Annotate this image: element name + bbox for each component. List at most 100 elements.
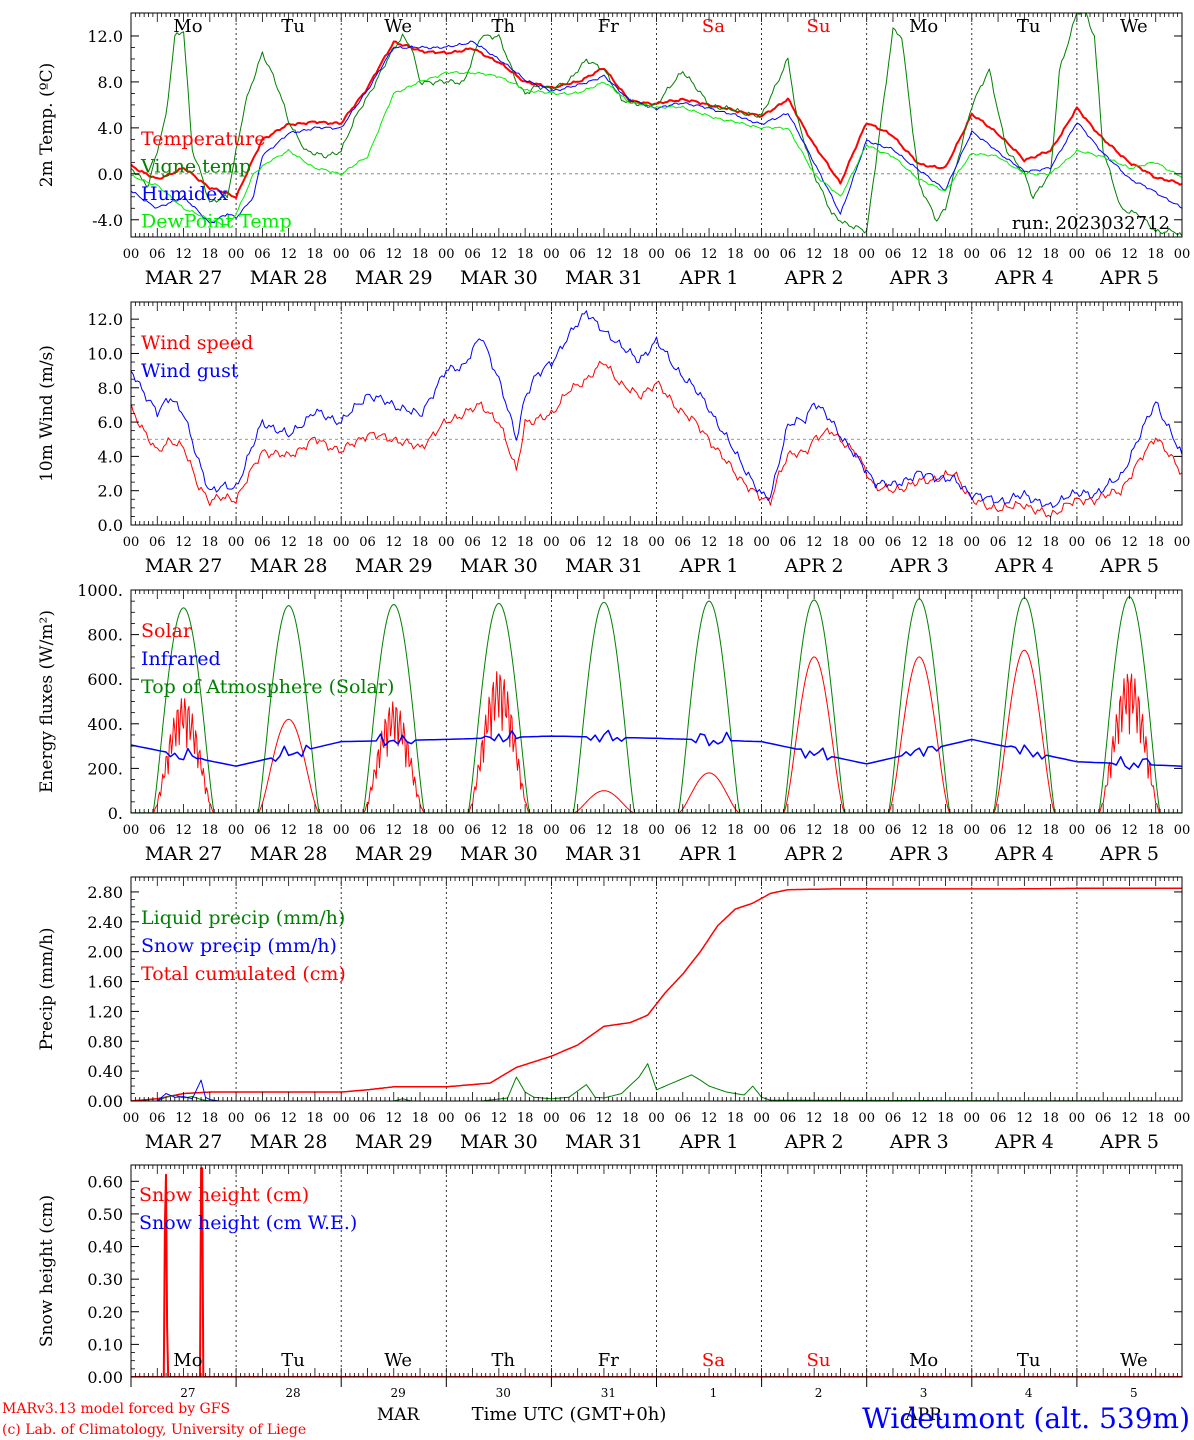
x-day-label: MAR 31 [565,1131,643,1153]
x-hour-label: 18 [832,535,849,550]
legend-entry: Snow height (cm) [139,1184,309,1206]
y-axis-label: Energy fluxes (W/m²) [37,610,57,793]
legend-entry: Snow height (cm W.E.) [139,1212,357,1234]
x-day-label: MAR 27 [145,1131,223,1153]
series-line [131,40,1182,224]
x-hour-label: 00 [858,1111,875,1126]
x-hour-label: 18 [622,823,639,838]
x-day-label: MAR 29 [355,267,433,289]
x-hour-label: 12 [280,535,297,550]
x-hour-label: 06 [254,247,271,262]
x-hour-label: 18 [412,823,429,838]
weekday-label: Tu [1017,1350,1041,1371]
x-hour-label: 12 [175,247,192,262]
y-tick-label: 10.0 [87,344,123,363]
x-hour-label: 00 [333,1111,350,1126]
series-group [131,310,1182,518]
toa-solar-line [358,604,429,813]
x-hour-label: 00 [333,535,350,550]
x-hour-label: 06 [569,247,586,262]
y-tick-label: 0.30 [87,1270,123,1289]
x-hour-label: 00 [753,1111,770,1126]
x-hour-label: 12 [911,247,928,262]
x-day-label: APR 1 [679,1131,739,1153]
x-hour-label: 18 [412,1111,429,1126]
legend-entry: Total cumulated (cm) [141,963,346,985]
x-hour-label: 18 [517,247,534,262]
x-hour-label: 00 [438,1111,455,1126]
x-hour-label: 18 [727,535,744,550]
x-hour-label: 18 [412,535,429,550]
x-hour-label: 00 [543,1111,560,1126]
x-hour-label: 18 [727,823,744,838]
toa-solar-line [1094,596,1165,813]
y-tick-label: 0.20 [87,1303,123,1322]
x-hour-label: 18 [202,247,219,262]
day-number: 30 [496,1386,511,1400]
x-hour-label: 06 [990,535,1007,550]
x-hour-label: 00 [648,1111,665,1126]
y-tick-label: 4.0 [98,119,123,138]
x-hour-label: 18 [1042,823,1059,838]
x-hour-label: 06 [1095,823,1112,838]
x-hour-label: 18 [727,1111,744,1126]
x-hour-label: 12 [596,1111,613,1126]
month-label: MAR [377,1405,421,1425]
x-hour-label: 18 [202,535,219,550]
panel-4: 2.80 2.40 2.00 1.60 1.20 0.80 0.40 0.00 Precip (… [37,876,1190,1153]
y-tick-label: 12.0 [87,310,123,329]
x-hour-label: 00 [648,823,665,838]
y-axis-label: 2m Temp. (ºC) [37,63,57,188]
legend-entry: Humidex [141,183,228,205]
x-hour-label: 12 [280,1111,297,1126]
x-hour-label: 06 [675,535,692,550]
y-tick-label: 0.60 [87,1172,123,1191]
month-label: APR [904,1405,943,1425]
x-hour-label: 18 [937,535,954,550]
station-label: Wideumont (alt. 539m) [862,1402,1190,1435]
x-hour-label: 00 [1069,535,1086,550]
x-hour-label: 06 [990,247,1007,262]
x-hour-label: 06 [254,535,271,550]
y-tick-label: 0.40 [87,1062,123,1081]
x-day-label: APR 4 [994,555,1054,577]
x-hour-label: 06 [780,535,797,550]
x-hour-label: 06 [569,535,586,550]
x-hour-label: 06 [1095,1111,1112,1126]
x-hour-label: 12 [806,1111,823,1126]
legend-entry: DewPoint Temp [141,211,292,233]
x-hour-label: 18 [622,1111,639,1126]
x-hour-label: 18 [517,823,534,838]
y-tick-label: 0.00 [87,1092,123,1111]
x-hour-label: 12 [596,247,613,262]
x-hour-label: 12 [175,1111,192,1126]
x-hour-label: 06 [464,1111,481,1126]
y-tick-label: -4.0 [92,211,123,230]
x-hour-label: 06 [569,1111,586,1126]
x-hour-label: 06 [675,247,692,262]
y-tick-label: 400. [87,715,123,734]
x-hour-label: 00 [1069,247,1086,262]
x-day-label: MAR 31 [565,843,643,865]
x-hour-label: 00 [964,823,981,838]
x-day-label: APR 3 [889,843,949,865]
bottom-axis: 27 28 29 30 31 1 2 3 4 5 MAR APR Time UTC (GMT+0h) MA… [2,1377,1190,1438]
x-hour-label: 06 [569,823,586,838]
x-hour-label: 06 [675,1111,692,1126]
y-tick-label: 0.40 [87,1238,123,1257]
x-hour-label: 00 [333,823,350,838]
x-day-label: MAR 31 [565,555,643,577]
x-hour-label: 12 [1016,247,1033,262]
panel-2: 12.0 10.0 8.0 6.0 4.0 2.0 0.0 10m Wind (m/s) 00 0… [37,301,1190,577]
x-hour-label: 12 [911,535,928,550]
x-hour-label: 18 [937,247,954,262]
x-hour-label: 00 [1174,823,1191,838]
x-day-label: APR 4 [994,267,1054,289]
x-hour-label: 18 [1147,1111,1164,1126]
solar-line [463,671,534,813]
x-hour-label: 06 [254,1111,271,1126]
x-hour-label: 06 [359,1111,376,1126]
y-tick-label: 2.80 [87,883,123,902]
x-day-label: MAR 31 [565,267,643,289]
weekday-label: We [1120,16,1148,37]
